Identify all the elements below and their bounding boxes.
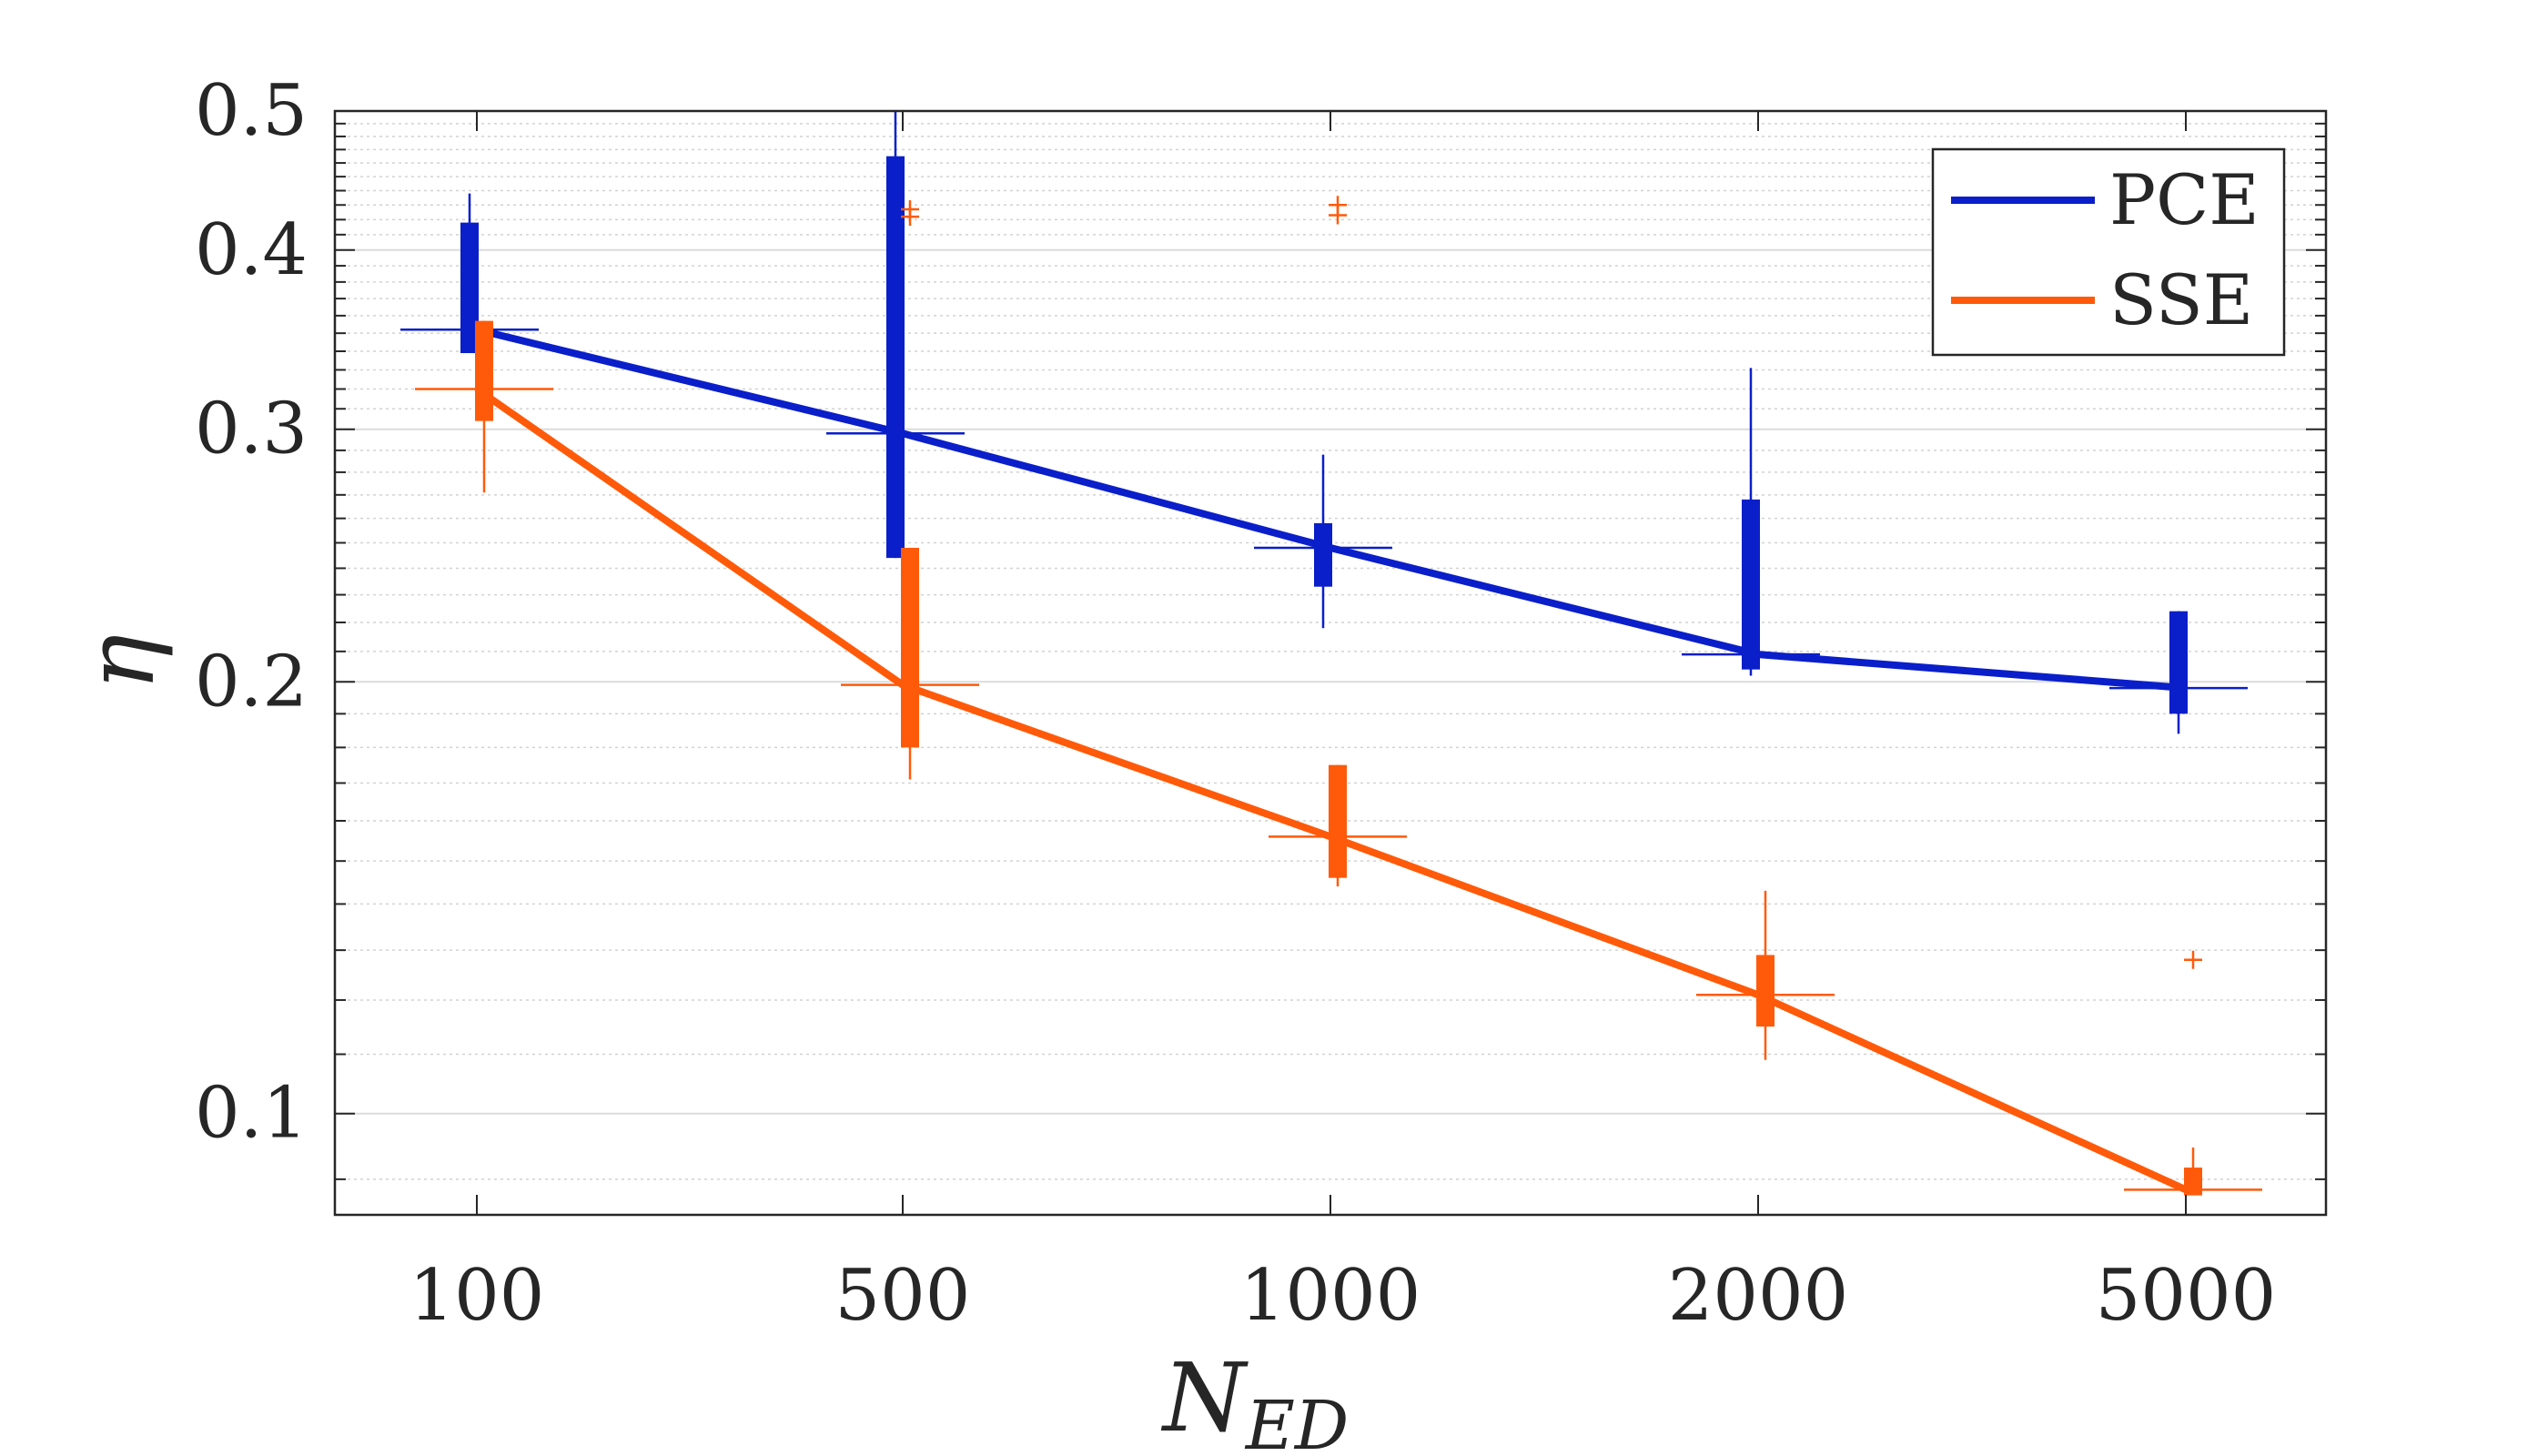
y-tick-label: 0.5 xyxy=(195,70,308,152)
box-iqr xyxy=(1329,764,1347,878)
box-iqr xyxy=(1756,955,1774,1027)
box-iqr xyxy=(901,547,919,748)
box-iqr xyxy=(2184,1168,2202,1196)
x-tick-label: 500 xyxy=(835,1255,971,1337)
box-iqr xyxy=(1314,522,1332,587)
legend-sse-label: SSE xyxy=(2109,259,2253,340)
x-tick-label: 2000 xyxy=(1668,1255,1849,1337)
x-axis-title-subscript: ED xyxy=(1244,1387,1349,1456)
series-line-pce xyxy=(476,326,2187,693)
y-tick-labels: 0.1 0.2 0.3 0.4 0.5 xyxy=(195,70,308,1155)
box-iqr xyxy=(460,222,479,354)
box-iqr xyxy=(886,156,905,559)
series-pce xyxy=(400,111,2248,734)
y-tick-label: 0.4 xyxy=(195,209,308,291)
grid-lines xyxy=(335,110,2326,1180)
series-sse xyxy=(415,196,2262,1196)
series-layer xyxy=(400,111,2262,1196)
y-axis-title: η xyxy=(65,634,176,691)
x-axis-title-main: N xyxy=(1160,1342,1249,1453)
legend-pce-label: PCE xyxy=(2109,159,2260,240)
x-axis-title: NED xyxy=(1160,1342,1349,1456)
series-line-sse xyxy=(474,386,2188,1194)
box-iqr xyxy=(475,320,493,421)
x-tick-label: 100 xyxy=(410,1255,545,1337)
y-tick-label: 0.1 xyxy=(195,1073,308,1155)
box-iqr xyxy=(1742,499,1760,670)
y-tick-label: 0.3 xyxy=(195,389,308,470)
x-tick-label: 5000 xyxy=(2096,1255,2277,1337)
x-tick-label: 1000 xyxy=(1240,1255,1421,1337)
axis-ticks xyxy=(335,110,2326,1215)
legend: PCE SSE xyxy=(1931,147,2286,357)
x-tick-labels: 100 500 1000 2000 5000 xyxy=(410,1255,2277,1337)
box-iqr xyxy=(2169,611,2188,714)
legend-box xyxy=(1931,147,2286,357)
y-tick-label: 0.2 xyxy=(195,641,308,723)
